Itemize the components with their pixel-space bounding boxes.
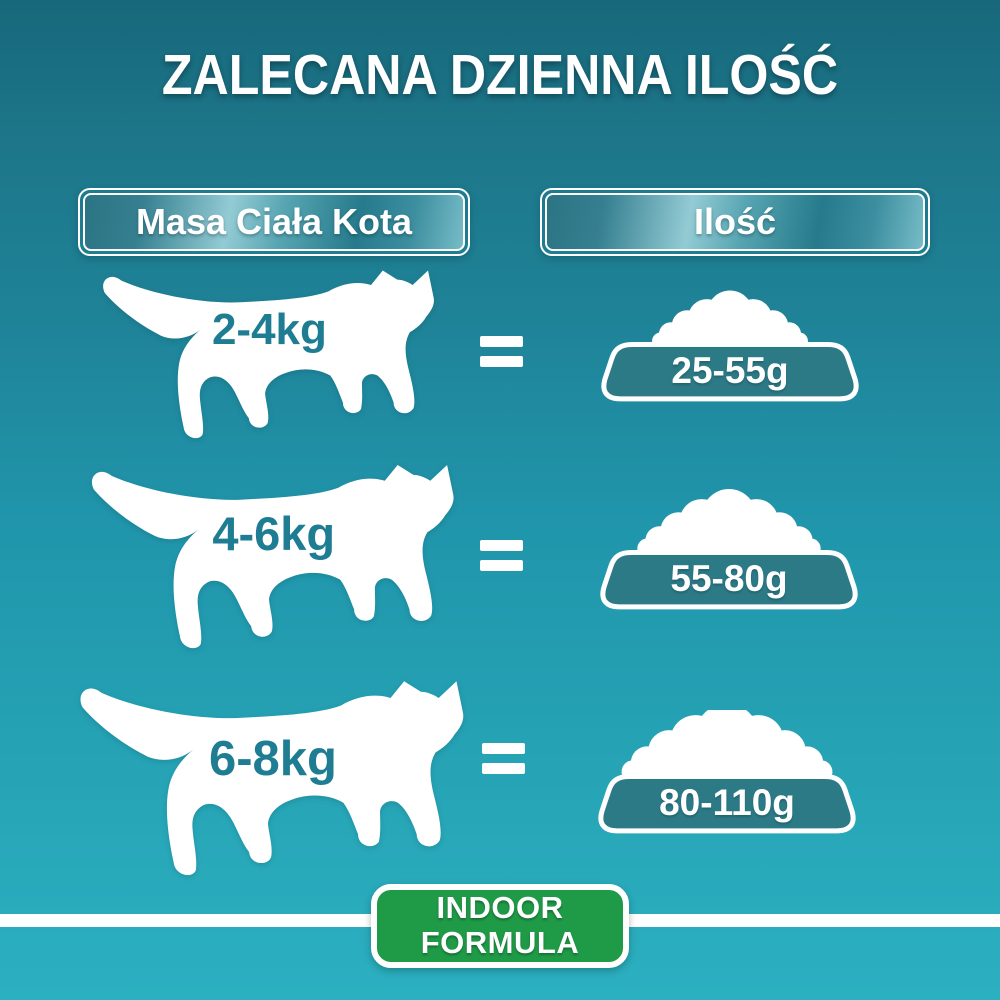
column-header-amount: Ilość xyxy=(540,188,930,256)
equals-icon xyxy=(482,743,525,774)
weight-label: 2-4kg xyxy=(211,304,327,354)
equals-bar xyxy=(480,336,523,347)
bowl-graphic xyxy=(601,290,859,402)
food-bowl-small-icon: 25-55g xyxy=(594,278,866,414)
equals-bar xyxy=(480,540,523,551)
amount-label: 80-110g xyxy=(659,782,795,824)
badge-line2: FORMULA xyxy=(420,925,580,960)
equals-bar xyxy=(480,356,523,367)
cat-silhouette-medium-icon: 4-6kg xyxy=(82,460,458,653)
cat-silhouette-large-icon: 6-8kg xyxy=(70,676,468,880)
food-bowl-medium-icon: 55-80g xyxy=(593,486,865,622)
bowl-graphic xyxy=(600,489,858,610)
column-header-weight-label: Masa Ciała Kota xyxy=(83,193,465,251)
page-title: ZALECANA DZIENNA ILOŚĆ xyxy=(161,43,839,107)
column-header-weight: Masa Ciała Kota xyxy=(78,188,470,256)
cat-walking-icon xyxy=(91,464,454,649)
equals-bar xyxy=(480,560,523,571)
equals-bar xyxy=(482,743,525,754)
amount-label: 55-80g xyxy=(670,558,788,600)
column-header-amount-label: Ilość xyxy=(545,193,925,251)
bowl-graphic xyxy=(598,710,856,834)
cat-silhouette-small-icon: 2-4kg xyxy=(94,266,438,443)
equals-icon xyxy=(480,540,523,571)
equals-icon xyxy=(480,336,523,367)
weight-label: 4-6kg xyxy=(212,507,336,561)
badge-line1: INDOOR xyxy=(436,890,564,926)
cat-walking-icon xyxy=(80,681,464,876)
weight-label: 6-8kg xyxy=(208,732,337,787)
cat-walking-icon xyxy=(103,270,434,439)
equals-bar xyxy=(482,763,525,774)
kibble-mound-icon xyxy=(637,489,821,561)
food-bowl-large-icon: 80-110g xyxy=(591,710,863,846)
amount-label: 25-55g xyxy=(671,350,789,392)
indoor-formula-badge: INDOOR FORMULA xyxy=(371,884,629,968)
